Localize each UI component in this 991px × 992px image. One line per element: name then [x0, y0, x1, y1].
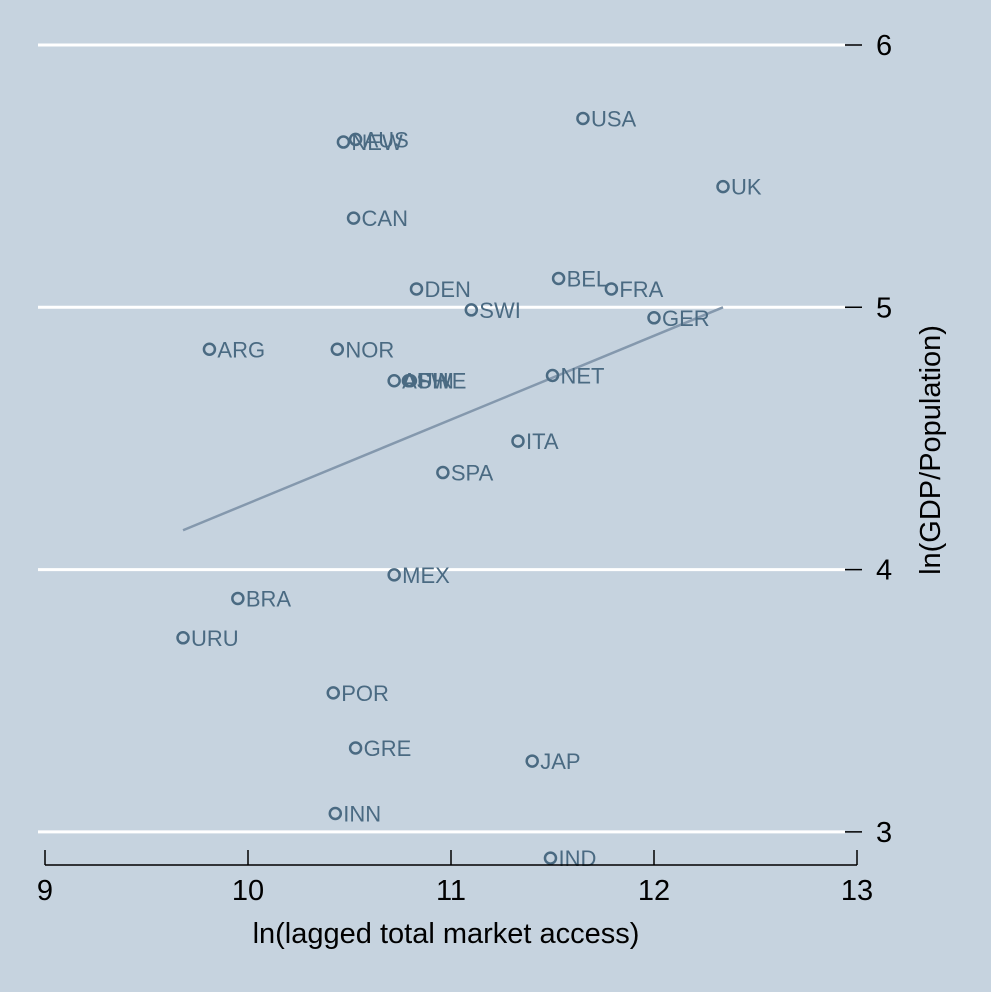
point-label-ind: IND — [558, 846, 596, 871]
point-label-swi: SWI — [479, 298, 521, 323]
point-label-den: DEN — [424, 277, 470, 302]
point-inn — [328, 806, 343, 821]
point-uru — [176, 631, 190, 645]
point-label-usa: USA — [591, 106, 637, 131]
point-ind — [543, 851, 558, 865]
point-ger — [647, 311, 661, 325]
y-axis-title: ln(GDP/Population) — [915, 325, 947, 575]
point-den — [409, 282, 424, 296]
point-mex — [387, 568, 401, 582]
point-label-por: POR — [341, 681, 389, 706]
point-label-arg: ARG — [217, 337, 265, 362]
gridlines — [38, 43, 845, 834]
point-fra — [604, 282, 619, 296]
y-tick-label-3: 3 — [876, 817, 892, 849]
point-net — [545, 368, 560, 383]
point-label-ger: GER — [662, 306, 710, 331]
point-fin — [403, 373, 418, 388]
point-uk — [716, 179, 730, 194]
y-axis: 3 4 5 6 — [845, 30, 892, 849]
x-tick-label-9: 9 — [37, 875, 53, 907]
point-arg — [202, 342, 217, 357]
point-new — [336, 135, 351, 149]
point-label-uk: UK — [731, 175, 762, 200]
point-label-aus: AUS — [364, 127, 409, 152]
point-label-mex: MEX — [402, 563, 450, 588]
x-axis-title: ln(lagged total market access) — [253, 918, 640, 950]
point-label-swe: SWE — [416, 369, 466, 394]
point-label-fra: FRA — [619, 277, 663, 302]
y-tick-label-4: 4 — [876, 555, 892, 587]
point-ita — [511, 434, 525, 448]
point-label-auh: AUH — [402, 369, 448, 394]
point-spa — [436, 465, 450, 480]
point-label-fin: FIN — [418, 369, 453, 394]
point-label-can: CAN — [362, 206, 408, 231]
y-tick-label-6: 6 — [876, 30, 892, 62]
x-tick-label-13: 13 — [841, 875, 873, 907]
point-aus — [348, 132, 363, 147]
point-label-new: NEW — [351, 130, 403, 155]
point-label-inn: INN — [343, 802, 381, 827]
point-bra — [231, 591, 245, 606]
point-por — [326, 686, 341, 700]
fit-line-group — [182, 306, 724, 532]
point-gre — [348, 741, 363, 755]
point-label-bel: BEL — [567, 266, 609, 291]
fit-line — [182, 306, 724, 532]
point-label-uru: URU — [191, 626, 239, 651]
point-swi — [464, 303, 479, 317]
x-axis: 9 10 11 12 13 — [37, 850, 873, 907]
y-tick-label-5: 5 — [876, 292, 892, 324]
x-tick-label-12: 12 — [638, 875, 670, 907]
point-nor — [330, 342, 345, 357]
point-label-ita: ITA — [526, 429, 559, 454]
point-label-gre: GRE — [364, 736, 412, 761]
point-label-jap: JAP — [540, 749, 580, 774]
point-label-bra: BRA — [246, 586, 292, 611]
point-usa — [576, 111, 590, 126]
point-jap — [525, 754, 539, 768]
point-can — [346, 211, 361, 225]
point-label-nor: NOR — [345, 337, 394, 362]
x-tick-label-10: 10 — [232, 875, 264, 907]
x-tick-label-11: 11 — [436, 875, 466, 907]
point-bel — [551, 271, 566, 286]
point-label-net: NET — [561, 363, 605, 388]
point-auh — [387, 373, 401, 388]
point-label-spa: SPA — [451, 461, 494, 486]
